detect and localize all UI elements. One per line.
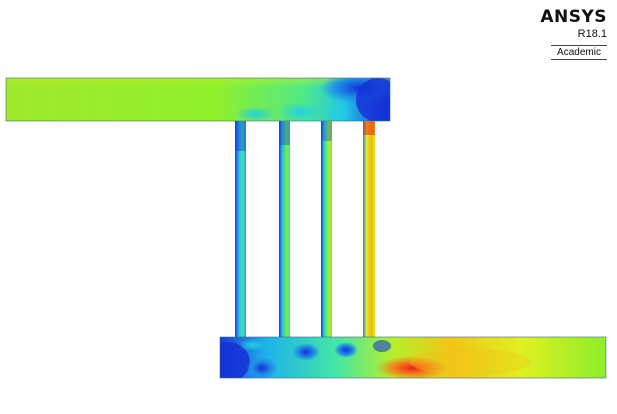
logo-release: R18.1 bbox=[577, 28, 607, 40]
inlet-duct bbox=[5, 77, 391, 122]
riser-pipe-2 bbox=[279, 121, 290, 338]
ansys-logo: ANSYS R18.1 Academic bbox=[537, 8, 607, 60]
outlet-duct bbox=[219, 336, 607, 379]
riser-pipe-1 bbox=[235, 121, 246, 338]
logo-edition: Academic bbox=[551, 45, 607, 60]
logo-brand: ANSYS bbox=[540, 7, 607, 27]
riser-pipe-3 bbox=[321, 121, 332, 338]
riser-pipe-4 bbox=[363, 121, 375, 338]
